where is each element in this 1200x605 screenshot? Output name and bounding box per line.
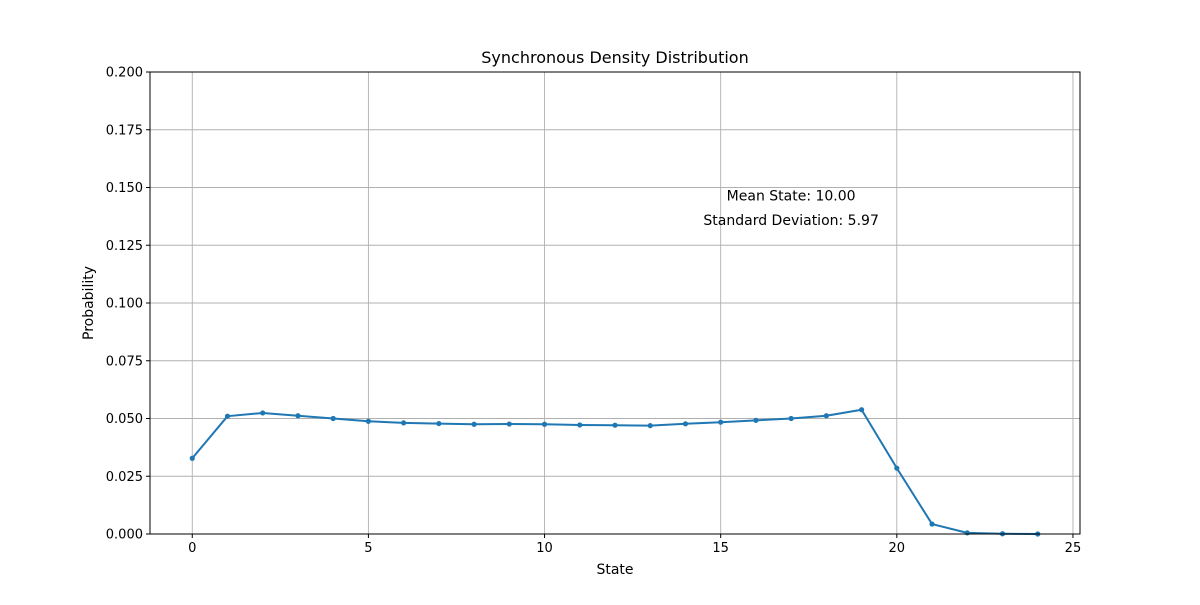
data-point xyxy=(471,421,477,427)
series-line xyxy=(191,408,1038,535)
data-point xyxy=(753,417,759,423)
y-tick-label: 0.050 xyxy=(106,412,143,427)
data-point xyxy=(401,420,407,426)
data-point xyxy=(788,415,794,422)
data-point xyxy=(929,521,935,527)
data-point xyxy=(365,418,372,424)
data-point xyxy=(647,423,653,429)
x-tick-label: 20 xyxy=(889,541,906,556)
data-point xyxy=(260,410,266,416)
x-tick-label: 25 xyxy=(1065,541,1082,556)
x-tick-label: 0 xyxy=(188,541,196,556)
grid xyxy=(150,71,1080,535)
data-point xyxy=(295,413,301,419)
data-point xyxy=(612,422,618,428)
data-point xyxy=(436,420,442,427)
data-point xyxy=(894,465,900,471)
data-point xyxy=(541,421,548,427)
y-tick-label: 0.075 xyxy=(106,354,143,369)
annotation-text: Mean State: 10.00 xyxy=(727,189,856,205)
y-tick-label: 0.025 xyxy=(106,470,143,485)
y-tick-label: 0.175 xyxy=(106,123,143,138)
data-point xyxy=(224,413,231,419)
data-point xyxy=(718,419,724,425)
y-tick-label: 0.000 xyxy=(106,528,143,543)
y-tick-label: 0.200 xyxy=(106,66,143,81)
data-series xyxy=(189,407,1041,537)
data-point xyxy=(577,422,583,428)
x-tick-label: 10 xyxy=(536,541,553,556)
data-point xyxy=(189,455,195,461)
y-tick-label: 0.125 xyxy=(106,239,143,254)
y-tick-label: 0.150 xyxy=(106,181,143,196)
data-point xyxy=(506,421,512,427)
y-tick-label: 0.100 xyxy=(106,297,143,312)
data-point xyxy=(330,415,336,422)
data-point xyxy=(964,530,970,536)
data-point xyxy=(823,413,829,419)
x-tick-label: 15 xyxy=(712,541,729,556)
axis-ticks: 0 5 10 15 20 25 0.000 0.025 0.050 0.075 0.100 0.125… xyxy=(106,66,1081,557)
y-axis-label: Probability xyxy=(81,266,97,340)
x-tick-label: 5 xyxy=(364,541,372,556)
annotation-text: Standard Deviation: 5.97 xyxy=(703,213,878,229)
annotations: Mean State: 10.00 Standard Deviation: 5.9… xyxy=(703,189,878,229)
chart-title: Synchronous Density Distribution xyxy=(481,48,748,67)
data-point xyxy=(858,407,865,413)
x-axis-label: State xyxy=(596,562,633,578)
data-point xyxy=(682,421,689,427)
